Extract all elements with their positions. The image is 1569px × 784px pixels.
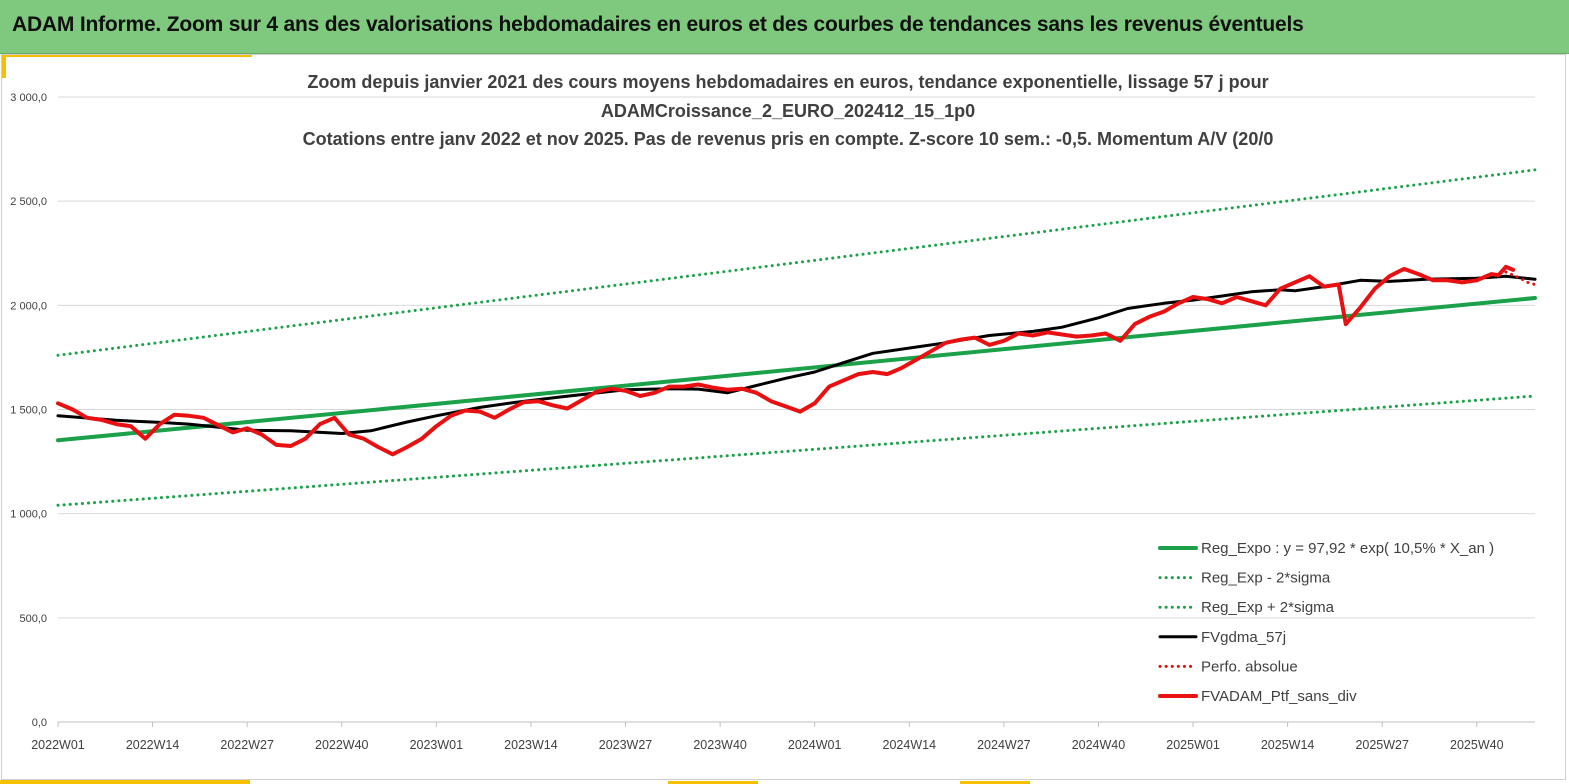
series-line-reg-plus	[56, 168, 1537, 357]
series-line-reg-expo	[56, 296, 1537, 443]
legend-label-fvgdma: FVgdma_57j	[1201, 629, 1286, 646]
y-tick-label: 500,0	[19, 613, 47, 625]
y-tick-label: 0,0	[32, 717, 47, 729]
x-tick-label: 2022W40	[315, 738, 369, 752]
accent-line-top	[2, 54, 252, 57]
chart-legend: Reg_Expo : y = 97,92 * exp( 10,5% * X_an…	[1158, 540, 1494, 705]
x-axis-ticks: 2022W01 2022W14 2022W27 2022W40 2023W01 2023W…	[31, 721, 1535, 752]
x-tick-label: 2025W27	[1355, 738, 1409, 752]
accent-line-bottom-mid	[668, 781, 758, 784]
x-tick-label: 2025W01	[1166, 738, 1220, 752]
x-tick-label: 2024W14	[883, 738, 937, 752]
header-bar: ADAM Informe. Zoom sur 4 ans des valoris…	[0, 0, 1569, 54]
x-tick-label: 2022W01	[31, 738, 85, 752]
y-tick-label: 1 500,0	[10, 405, 47, 417]
y-tick-label: 3 000,0	[10, 92, 47, 104]
x-tick-label: 2025W40	[1450, 738, 1504, 752]
legend-label-fvadam: FVADAM_Ptf_sans_div	[1201, 688, 1357, 705]
x-tick-label: 2023W27	[599, 738, 653, 752]
accent-line-left	[2, 54, 6, 78]
x-tick-label: 2023W14	[504, 738, 558, 752]
legend-label-reg-expo: Reg_Expo : y = 97,92 * exp( 10,5% * X_an…	[1201, 540, 1494, 557]
accent-line-bottom-left	[0, 780, 250, 784]
x-tick-label: 2024W27	[977, 738, 1031, 752]
x-tick-label: 2022W27	[220, 738, 274, 752]
legend-label-reg-plus: Reg_Exp + 2*sigma	[1201, 599, 1335, 616]
series-line-fvgdma	[56, 274, 1537, 435]
chart-title-line-2: ADAMCroissance_2_EURO_202412_15_1p0	[601, 101, 975, 121]
y-axis-ticks: 0,0 500,0 1 000,0 1 500,0 2 000,0 2 500,0 3 00…	[10, 92, 47, 729]
x-tick-label: 2023W01	[410, 738, 464, 752]
x-tick-label: 2022W14	[126, 738, 180, 752]
chart-title-line-1: Zoom depuis janvier 2021 des cours moyen…	[307, 72, 1268, 92]
y-tick-label: 1 000,0	[10, 509, 47, 521]
legend-label-perfo: Perfo. absolue	[1201, 658, 1298, 675]
y-tick-label: 2 000,0	[10, 300, 47, 312]
chart-title-line-3: Cotations entre janv 2022 et nov 2025. P…	[303, 129, 1274, 149]
x-tick-label: 2025W14	[1261, 738, 1315, 752]
chart-series	[56, 168, 1537, 507]
x-tick-label: 2024W40	[1072, 738, 1126, 752]
x-tick-label: 2024W01	[788, 738, 842, 752]
header-title: ADAM Informe. Zoom sur 4 ans des valoris…	[12, 13, 1304, 36]
y-tick-label: 2 500,0	[10, 196, 47, 208]
accent-line-bottom-right	[960, 781, 1030, 784]
series-line-fvadam	[56, 264, 1516, 457]
legend-label-reg-minus: Reg_Exp - 2*sigma	[1201, 570, 1331, 587]
x-tick-label: 2023W40	[693, 738, 747, 752]
